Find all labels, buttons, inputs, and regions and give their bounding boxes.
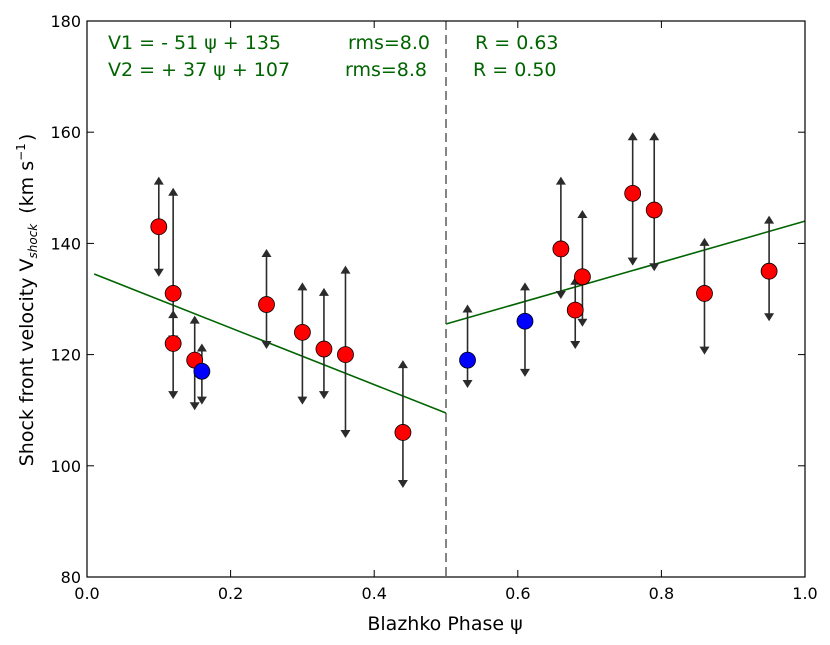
data-point-red-9	[552, 240, 570, 258]
y-tick-label: 80	[61, 568, 81, 587]
arrow-up-icon	[318, 287, 329, 296]
annotation-v2-equation: V2 = + 37 ψ + 107	[108, 59, 290, 81]
arrow-up-icon	[764, 215, 775, 224]
arrow-down-icon	[699, 346, 710, 355]
x-tick-label: 0.8	[649, 584, 674, 603]
data-point-red-0	[150, 218, 168, 236]
arrow-up-icon	[261, 248, 272, 257]
x-tick-label: 0.4	[361, 584, 386, 603]
y-axis-label-units-close: )	[16, 134, 38, 141]
y-tick-label: 100	[50, 457, 81, 476]
x-tick-label: 0.2	[218, 584, 243, 603]
arrow-down-icon	[153, 268, 164, 277]
arrow-up-icon	[462, 304, 473, 313]
data-point-red-4	[258, 296, 275, 313]
data-point-red-6	[315, 340, 333, 358]
arrow-down-icon	[627, 257, 638, 266]
x-axis-label: Blazhko Phase ψ	[367, 613, 522, 635]
error-bar-red-2	[168, 310, 179, 400]
arrow-up-icon	[577, 210, 588, 219]
data-point-blue-2	[516, 312, 534, 330]
y-axis-label-main: Shock front velocity V	[16, 259, 38, 467]
data-point-red-2	[164, 335, 182, 352]
annotation-v1-r: R = 0.63	[475, 32, 559, 54]
y-tick-label: 180	[50, 12, 81, 31]
arrow-up-icon	[196, 343, 207, 352]
arrow-down-icon	[297, 396, 308, 405]
x-axis-label-text: Blazhko Phase ψ	[367, 613, 522, 635]
data-point-red-8	[394, 424, 412, 441]
arrow-up-icon	[397, 360, 408, 369]
arrow-up-icon	[627, 132, 638, 141]
y-axis-label-units: (km s	[16, 161, 38, 214]
arrow-up-icon	[699, 237, 710, 246]
data-point-red-13	[645, 201, 663, 219]
error-bar-blue-1	[462, 304, 473, 388]
arrow-up-icon	[297, 282, 308, 291]
arrow-up-icon	[189, 315, 200, 324]
data-point-red-14	[696, 285, 713, 302]
data-point-red-15	[760, 262, 778, 280]
arrow-down-icon	[649, 263, 660, 272]
arrow-up-icon	[649, 132, 660, 141]
data-point-red-7	[337, 346, 354, 364]
arrow-up-icon	[153, 176, 164, 185]
fit-line-v1	[93, 273, 447, 414]
y-tick-label: 160	[50, 123, 81, 142]
arrow-down-icon	[555, 291, 566, 299]
data-point-red-5	[293, 323, 311, 341]
x-tick-label: 0.0	[74, 584, 99, 603]
data-point-red-11	[574, 268, 591, 286]
arrow-down-icon	[570, 341, 581, 350]
arrow-down-icon	[168, 391, 179, 400]
arrow-up-icon	[168, 310, 179, 319]
arrow-down-icon	[519, 368, 530, 377]
x-tick-label: 0.6	[505, 584, 530, 603]
y-tick-label: 120	[50, 346, 81, 365]
arrow-up-icon	[555, 176, 566, 185]
data-point-red-1	[164, 285, 182, 302]
annotation-v1-equation: V1 = - 51 ψ + 135	[108, 32, 281, 54]
y-axis-label-units-exp: −1	[14, 143, 28, 161]
annotation-v1-rms: rms=8.0	[348, 32, 430, 54]
arrow-down-icon	[577, 318, 588, 327]
arrow-down-icon	[397, 480, 408, 489]
error-bar-red-9	[555, 176, 566, 299]
error-bar-red-5	[297, 282, 308, 405]
data-point-red-12	[624, 184, 642, 202]
arrow-down-icon	[462, 379, 473, 388]
y-tick-label: 140	[50, 234, 81, 253]
y-axis-label: Shock front velocity Vshock (km s−1)	[14, 134, 40, 467]
x-tick-label: 1.0	[792, 584, 817, 603]
arrow-down-icon	[196, 396, 207, 405]
arrow-up-icon	[168, 187, 179, 196]
data-point-blue-1	[459, 351, 476, 369]
arrow-up-icon	[340, 265, 351, 274]
arrow-down-icon	[764, 313, 775, 322]
fit-line-v2	[445, 220, 806, 325]
arrow-down-icon	[261, 341, 272, 350]
y-axis-label-sub: shock	[26, 223, 40, 259]
data-point-blue-0	[193, 362, 211, 380]
annotation-v2-r: R = 0.50	[473, 59, 557, 81]
arrow-up-icon	[519, 282, 530, 291]
fit-annotations: V1 = - 51 ψ + 135 rms=8.0 R = 0.63 V2 = …	[108, 32, 559, 81]
plot-frame	[86, 20, 806, 578]
annotation-v2-rms: rms=8.8	[345, 59, 427, 81]
arrow-down-icon	[318, 391, 329, 400]
arrow-down-icon	[189, 402, 200, 411]
arrow-down-icon	[340, 430, 351, 438]
data-point-red-10	[566, 301, 584, 319]
